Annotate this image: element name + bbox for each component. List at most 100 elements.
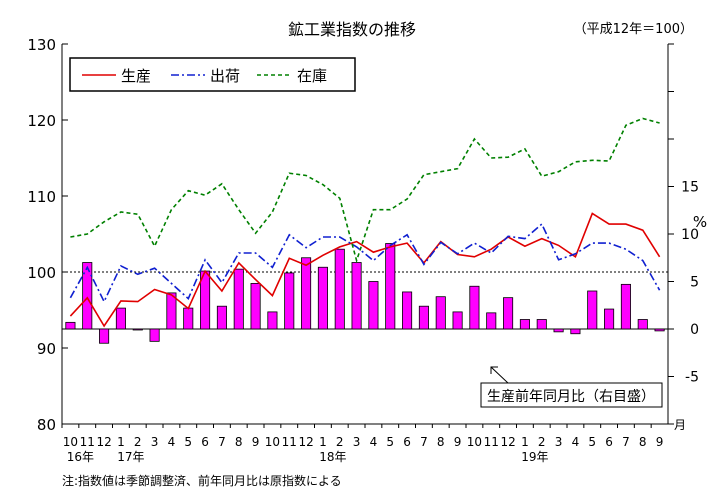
x-tick-label-31: 5 [588, 435, 596, 449]
x-tick-label-26: 12 [500, 435, 515, 449]
left-axis: 80 90 100 110 120 130 [27, 36, 68, 434]
x-tick-label-3: 1 [117, 435, 125, 449]
x-tick-label-35: 9 [656, 435, 664, 449]
x-tick-label-33: 7 [622, 435, 630, 449]
left-tick-label-110: 110 [27, 188, 56, 206]
bar-10 [233, 268, 244, 330]
year-label-0: 16年 [67, 450, 94, 464]
bar-3 [115, 307, 126, 330]
bar-1 [82, 262, 93, 330]
line-series [69, 117, 661, 328]
annotation-label: 生産前年同月比（右目盛） [487, 388, 655, 405]
x-tick-label-21: 7 [420, 435, 428, 449]
x-tick-label-8: 6 [201, 435, 209, 449]
x-tick-label-4: 2 [134, 435, 142, 449]
right-tick-label-15: 15 [681, 180, 699, 196]
x-tick-label-24: 10 [467, 435, 482, 449]
bar-annotation: 生産前年同月比（右目盛） [480, 366, 663, 408]
footnote: 注:指数値は季節調整済、前年同月比は原指数による [62, 473, 342, 488]
x-tick-label-2: 12 [96, 435, 111, 449]
x-tick-label-6: 4 [168, 435, 176, 449]
x-tick-label-22: 8 [437, 435, 445, 449]
legend-frame [69, 57, 356, 92]
bar-6 [166, 292, 177, 330]
left-tick-label-80: 80 [37, 416, 56, 434]
line-series-0 [69, 212, 661, 328]
bar-11 [250, 282, 261, 330]
left-tick-label-130: 130 [27, 36, 56, 54]
bar-26 [503, 297, 514, 330]
bar-31 [587, 290, 598, 330]
x-tick-label-23: 9 [454, 435, 462, 449]
bar-13 [284, 272, 295, 330]
bar-9 [216, 305, 227, 330]
bar-5 [149, 328, 160, 342]
x-tick-label-16: 2 [336, 435, 344, 449]
bar-15 [317, 266, 328, 330]
left-tick-label-100: 100 [27, 264, 56, 282]
legend-label-inventory: 在庫 [297, 67, 327, 85]
bar-24 [469, 285, 480, 330]
right-tick-label-5: 5 [690, 275, 699, 291]
bar-4 [132, 328, 143, 331]
bar-27 [519, 319, 530, 330]
bar-34 [637, 319, 648, 330]
bar-series [65, 243, 665, 344]
bar-25 [486, 312, 497, 330]
year-label-1: 17年 [117, 450, 144, 464]
bar-29 [553, 328, 564, 333]
x-tick-label-18: 4 [370, 435, 378, 449]
x-tick-label-32: 6 [605, 435, 613, 449]
bar-0 [65, 321, 76, 330]
right-axis-unit: % [693, 213, 707, 231]
left-tick-label-120: 120 [27, 112, 56, 130]
x-tick-label-19: 5 [386, 435, 394, 449]
x-tick-label-34: 8 [639, 435, 647, 449]
bar-30 [570, 328, 581, 335]
bar-23 [452, 311, 463, 330]
bar-12 [267, 311, 278, 330]
line-series-1 [69, 222, 661, 304]
bar-32 [604, 308, 615, 330]
bar-28 [536, 319, 547, 330]
x-tick-label-10: 8 [235, 435, 243, 449]
x-tick-label-28: 2 [538, 435, 546, 449]
x-tick-label-27: 1 [521, 435, 529, 449]
bar-7 [183, 307, 194, 330]
bar-17 [351, 262, 362, 330]
right-tick-label-10: 10 [681, 227, 699, 243]
bar-22 [435, 296, 446, 330]
month-unit-label: 月 [674, 418, 686, 432]
bar-18 [368, 281, 379, 330]
annotation-arrowhead [490, 366, 498, 374]
bar-35 [654, 328, 665, 332]
x-tick-label-25: 11 [484, 435, 499, 449]
right-axis: 15 10 5 0 -5 [668, 43, 699, 425]
x-tick-label-1: 11 [80, 435, 95, 449]
x-tick-label-7: 5 [184, 435, 192, 449]
x-tick-label-15: 1 [319, 435, 327, 449]
bar-19 [385, 243, 396, 330]
x-tick-label-5: 3 [151, 435, 159, 449]
year-label-2: 18年 [319, 450, 346, 464]
bar-2 [99, 328, 110, 344]
x-tick-label-20: 6 [403, 435, 411, 449]
x-tick-label-12: 10 [265, 435, 280, 449]
right-tick-label-0: 0 [690, 322, 699, 338]
reference-line [62, 271, 668, 330]
bar-20 [402, 291, 413, 330]
annotation-box [480, 382, 663, 408]
legend-label-shipment: 出荷 [210, 67, 240, 85]
x-tick-label-30: 4 [572, 435, 580, 449]
year-label-3: 19年 [521, 450, 548, 464]
x-tick-label-9: 7 [218, 435, 226, 449]
bar-33 [620, 283, 631, 330]
x-tick-label-11: 9 [252, 435, 260, 449]
line-series-2 [70, 117, 660, 264]
chart-title: 鉱工業指数の推移 [288, 20, 416, 39]
annotation-arrow [490, 366, 509, 384]
left-tick-label-90: 90 [37, 340, 56, 358]
x-tick-label-13: 11 [282, 435, 297, 449]
x-axis: 10 11 12 1 2 3 4 5 6 7 8 9 10 11 12 1 2 3 4 5 6 7 8 9 10 11 12 1 2 3 4… [61, 424, 664, 464]
